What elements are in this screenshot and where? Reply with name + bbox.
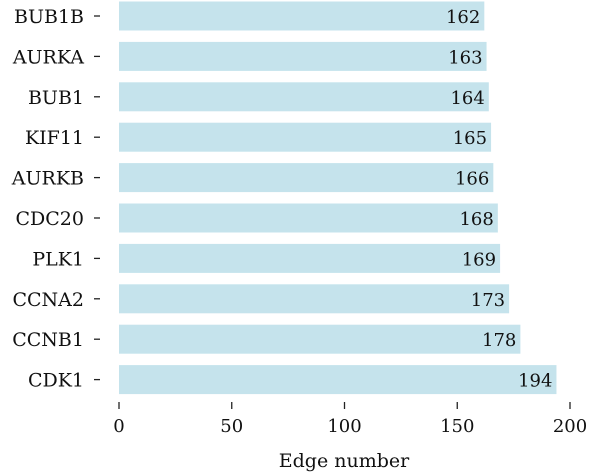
category-label: CCNA2 (12, 289, 84, 311)
value-label: 168 (459, 209, 493, 230)
category-label: BUB1 (28, 87, 84, 109)
bar-plk1 (119, 243, 501, 273)
bars-group (119, 1, 557, 395)
bar-kif11 (119, 122, 492, 152)
value-label: 194 (518, 371, 552, 392)
bar-ccnb1 (119, 324, 521, 354)
category-label: AURKA (12, 46, 84, 68)
x-tick-label: 0 (113, 416, 124, 437)
value-label: 165 (453, 128, 487, 149)
value-label: 166 (455, 169, 489, 190)
category-label: CDC20 (16, 208, 85, 230)
y-axis-ticks (94, 15, 100, 381)
bar-aurka (119, 41, 487, 71)
x-axis-title: Edge number (279, 450, 410, 472)
value-label: 169 (462, 249, 496, 270)
value-label: 162 (446, 7, 480, 28)
x-axis: 0 50 100 150 200 (113, 402, 587, 437)
x-tick-label: 50 (220, 416, 243, 437)
category-labels: BUB1B AURKA BUB1 KIF11 AURKB CDC20 PLK1 CCNA2 CC… (11, 6, 84, 392)
category-label: KIF11 (25, 127, 84, 149)
category-label: BUB1B (14, 6, 84, 28)
bar-aurkb (119, 163, 494, 193)
x-tick-label: 150 (440, 416, 474, 437)
bar-cdk1 (119, 365, 557, 395)
value-label: 178 (482, 330, 516, 351)
category-label: PLK1 (32, 248, 84, 270)
x-tick-label: 100 (327, 416, 361, 437)
bar-bub1 (119, 82, 489, 112)
value-label: 164 (450, 88, 484, 109)
value-label: 173 (471, 290, 505, 311)
category-label: CDK1 (28, 370, 84, 392)
category-label: AURKB (11, 168, 84, 190)
category-label: CCNB1 (12, 329, 84, 351)
bar-bub1b (119, 1, 485, 31)
value-label: 163 (448, 47, 482, 68)
bar-ccna2 (119, 284, 510, 314)
bar-cdc20 (119, 203, 498, 233)
x-tick-label: 200 (553, 416, 587, 437)
